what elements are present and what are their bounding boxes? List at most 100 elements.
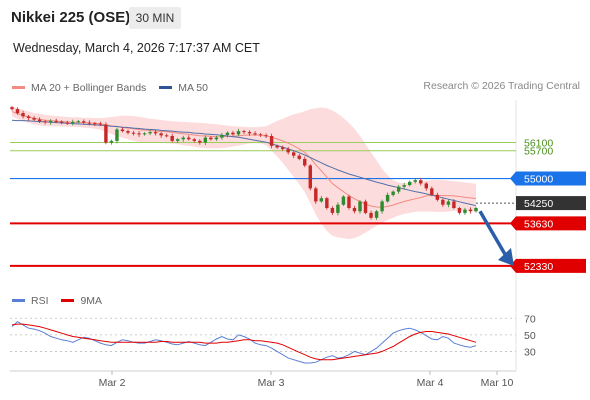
candle-body bbox=[297, 155, 301, 159]
candle-body bbox=[402, 185, 406, 187]
candle-body bbox=[358, 201, 362, 212]
rsi-tick-30: 30 bbox=[524, 346, 536, 358]
candle-body bbox=[231, 132, 235, 135]
candle-body bbox=[314, 188, 318, 202]
candle-body bbox=[391, 191, 395, 195]
candle-body bbox=[98, 123, 103, 125]
candle-body bbox=[253, 133, 257, 135]
legend-label-ma50: MA 50 bbox=[178, 81, 208, 94]
candle-body bbox=[37, 119, 42, 122]
candle-body bbox=[435, 194, 440, 200]
candle-body bbox=[126, 131, 130, 133]
candle-body bbox=[71, 121, 75, 123]
candle-body bbox=[225, 132, 230, 136]
ma20-swatch-icon bbox=[12, 86, 25, 89]
legend-label-ma20: MA 20 + Bollinger Bands bbox=[31, 81, 147, 94]
interval-button[interactable]: 30 MIN bbox=[129, 7, 181, 29]
candle-body bbox=[76, 121, 80, 123]
candle-body bbox=[341, 196, 346, 205]
candle-body bbox=[236, 131, 241, 135]
x-tick-mar-4: Mar 4 bbox=[417, 377, 444, 389]
legend-item-ma50: MA 50 bbox=[159, 82, 208, 94]
projection-arrowhead-icon bbox=[498, 248, 514, 266]
x-tick-mar-2: Mar 2 bbox=[99, 377, 126, 389]
candle-body bbox=[153, 132, 158, 134]
chart-header: Nikkei 225 (OSE) 30 MIN Wednesday, March… bbox=[0, 0, 590, 70]
candle-body bbox=[380, 201, 384, 212]
rsi-tick-50: 50 bbox=[524, 330, 536, 342]
indicator-legend: MA 20 + Bollinger Bands MA 50 bbox=[12, 80, 218, 94]
candle-body bbox=[21, 113, 25, 117]
level-tag-54250 bbox=[516, 196, 586, 211]
candle-body bbox=[457, 208, 462, 213]
candle-body bbox=[385, 194, 390, 202]
candle-body bbox=[352, 208, 357, 212]
legend-label-9ma: 9MA bbox=[80, 294, 103, 307]
candle-body bbox=[303, 158, 307, 166]
candle-body bbox=[413, 180, 417, 182]
candle-body bbox=[87, 122, 92, 124]
level-tag-55000 bbox=[510, 171, 586, 186]
candle-body bbox=[330, 208, 335, 213]
level-label-52330: 52330 bbox=[524, 261, 553, 273]
candle-body bbox=[424, 183, 428, 189]
candle-body bbox=[142, 133, 147, 135]
candle-body bbox=[286, 149, 290, 153]
legend-item-rsi: RSI bbox=[12, 295, 49, 307]
candle-body bbox=[187, 137, 191, 140]
candle-body bbox=[198, 140, 202, 143]
candle-body bbox=[10, 107, 14, 110]
legend-label-rsi: RSI bbox=[31, 294, 49, 307]
candle-body bbox=[396, 186, 401, 192]
candle-body bbox=[280, 147, 285, 150]
rsi-tick-70: 70 bbox=[524, 313, 536, 325]
candle-body bbox=[120, 129, 125, 132]
candle-body bbox=[369, 212, 373, 218]
ma50-swatch-icon bbox=[159, 86, 173, 89]
candle-body bbox=[441, 199, 445, 205]
level-label-53630: 53630 bbox=[524, 218, 553, 230]
candle-body bbox=[308, 165, 312, 189]
candle-body bbox=[319, 198, 324, 202]
bollinger-band-area bbox=[12, 106, 476, 240]
9ma-swatch-icon bbox=[61, 299, 75, 302]
candle-body bbox=[258, 134, 263, 136]
candle-body bbox=[131, 132, 136, 134]
candle-body bbox=[15, 109, 20, 114]
candle-body bbox=[164, 135, 169, 137]
candle-body bbox=[82, 121, 86, 123]
candle-body bbox=[430, 188, 434, 195]
candle-body bbox=[275, 145, 279, 148]
candle-body bbox=[137, 133, 141, 135]
candle-body bbox=[347, 196, 351, 208]
candle-body bbox=[181, 137, 185, 140]
candle-body bbox=[192, 139, 196, 141]
candle-body bbox=[408, 181, 412, 186]
candle-body bbox=[292, 152, 296, 156]
x-tick-mar-3: Mar 3 bbox=[258, 377, 285, 389]
candle-body bbox=[419, 180, 423, 184]
instrument-title: Nikkei 225 (OSE) bbox=[11, 9, 131, 26]
level-label-55000: 55000 bbox=[524, 174, 553, 186]
rsi-ma-line bbox=[11, 323, 477, 361]
candle-body bbox=[43, 121, 47, 123]
candle-body bbox=[159, 133, 163, 136]
candle-body bbox=[247, 132, 252, 134]
candle-body bbox=[214, 137, 219, 140]
candle-body bbox=[170, 136, 174, 141]
candle-body bbox=[336, 204, 340, 213]
candle-body bbox=[463, 209, 467, 213]
candle-body bbox=[32, 118, 36, 120]
candle-body bbox=[474, 208, 478, 212]
datetime-label: Wednesday, March 4, 2026 7:17:37 AM CET bbox=[13, 41, 260, 55]
research-credit: Research © 2026 Trading Central bbox=[423, 80, 580, 92]
candle-body bbox=[468, 209, 473, 212]
candle-body bbox=[26, 116, 31, 118]
candle-body bbox=[48, 120, 53, 123]
candle-body bbox=[452, 201, 456, 208]
rsi-legend: RSI 9MA bbox=[12, 293, 112, 307]
candle-body bbox=[65, 122, 69, 124]
level-label-56100: 56100 bbox=[524, 138, 553, 150]
candle-body bbox=[176, 139, 180, 141]
